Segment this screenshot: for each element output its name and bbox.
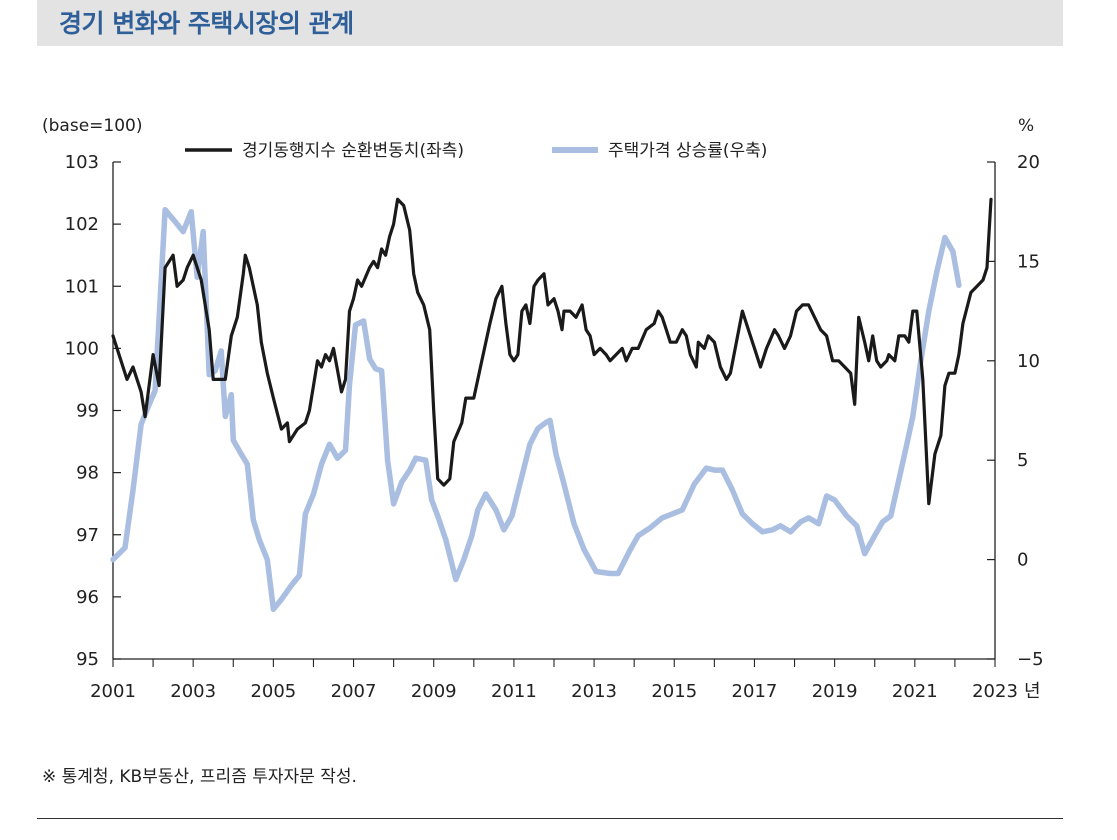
left-tick-label: 101 — [65, 276, 99, 297]
left-y-axis-ticks: 103 102 101 100 99 98 97 96 95 — [65, 152, 121, 670]
x-tick-label: 2015 — [651, 681, 697, 702]
left-axis-unit-label: (base=100) — [42, 116, 142, 136]
left-tick-label: 96 — [76, 587, 99, 608]
x-tick-label: 2005 — [250, 681, 296, 702]
x-tick-label: 2001 — [90, 681, 136, 702]
axes — [112, 162, 996, 660]
legend-label-business-index: 경기동행지수 순환변동치(좌측) — [242, 141, 464, 161]
right-tick-label: 15 — [1017, 251, 1040, 272]
x-tick-label: 2021 — [892, 681, 938, 702]
left-tick-label: 100 — [65, 338, 99, 359]
right-tick-label: 10 — [1017, 351, 1040, 372]
right-tick-label: −5 — [1017, 649, 1044, 670]
series-line-business-index — [111, 197, 993, 506]
right-tick-label: 20 — [1017, 152, 1040, 173]
x-axis-ticks: 2001 2003 2005 2007 2009 2011 2013 2015 2017 2019… — [90, 659, 1041, 702]
x-tick-label: 2007 — [331, 681, 377, 702]
right-tick-label: 0 — [1017, 550, 1028, 571]
x-tick-label: 2011 — [491, 681, 537, 702]
left-tick-label: 97 — [76, 525, 99, 546]
x-tick-label: 2023 — [972, 681, 1018, 702]
x-tick-label: 2019 — [812, 681, 858, 702]
x-tick-label: 2017 — [732, 681, 778, 702]
left-tick-label: 99 — [76, 401, 99, 422]
legend-label-house-price: 주택가격 상승률(우축) — [608, 141, 767, 161]
left-tick-label: 95 — [76, 649, 99, 670]
left-tick-label: 98 — [76, 463, 99, 484]
x-tick-label: 2013 — [571, 681, 617, 702]
bottom-divider — [37, 818, 1063, 819]
series-line-house-price — [110, 206, 962, 613]
title-bar: 경기 변화와 주택시장의 관계 — [37, 0, 1063, 46]
left-tick-label: 103 — [65, 152, 99, 173]
series-layer — [110, 197, 993, 613]
right-axis-unit-label: % — [1018, 116, 1034, 136]
legend: 경기동행지수 순환변동치(좌측) 주택가격 상승률(우축) — [185, 141, 767, 161]
x-tick-label: 2003 — [170, 681, 216, 702]
x-tick-label: 2009 — [411, 681, 457, 702]
left-tick-label: 102 — [65, 214, 99, 235]
source-note: ※ 통계청, KB부동산, 프리즘 투자자문 작성. — [42, 767, 357, 787]
x-axis-unit-label: 년 — [1024, 681, 1041, 702]
right-tick-label: 5 — [1017, 450, 1028, 471]
chart-title: 경기 변화와 주택시장의 관계 — [59, 9, 354, 38]
